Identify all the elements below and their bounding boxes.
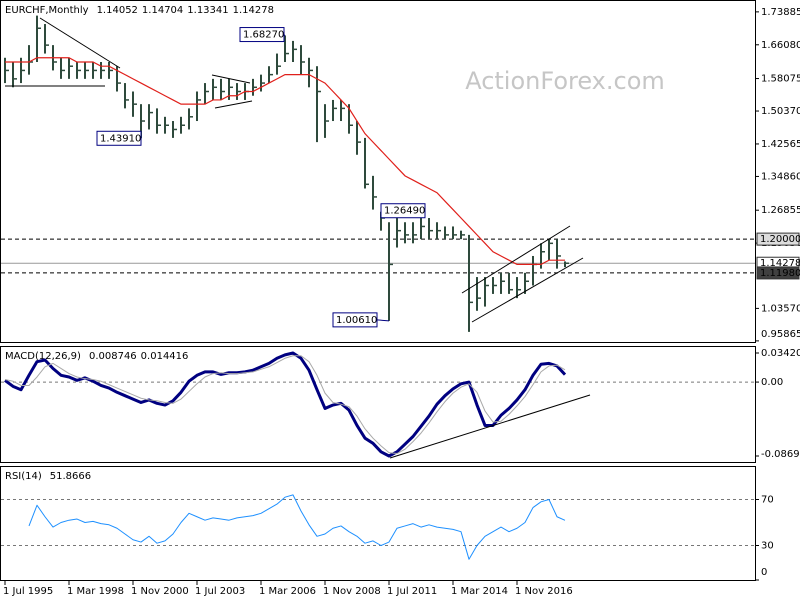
macd-pane (0, 346, 756, 463)
moving-average (5, 57, 565, 266)
annotation-box (96, 130, 142, 146)
pane-title: MACD(12,26,9) 0.008746 0.014416 (5, 351, 188, 362)
annotation-box (332, 312, 378, 328)
x-tick-label: 1 Jul 2003 (195, 586, 245, 597)
title-name: MACD(12,26,9) (5, 351, 81, 362)
x-tick-label: 1 Nov 2008 (323, 586, 381, 597)
level-label: 1.11980 (760, 268, 800, 279)
channel-line (461, 225, 571, 294)
level-label: 1.20000 (760, 234, 800, 245)
level-box (756, 232, 800, 246)
annotation-label: 1.26490 (384, 206, 425, 217)
y-tick-label: 1.26855 (761, 205, 800, 216)
pane-title: RSI(14) 51.8666 (5, 471, 91, 482)
reading: 1.14278 (233, 5, 274, 16)
reading: 1.13341 (187, 5, 228, 16)
y-tick-label: -0.086934 (761, 449, 800, 460)
reading: 1.14052 (97, 5, 138, 16)
reading: 1.14704 (142, 5, 183, 16)
reading: 0.014416 (141, 351, 189, 362)
x-tick-label: 1 Nov 2000 (131, 586, 189, 597)
annotation-pointer (376, 319, 390, 322)
y-tick-label: 1.66080 (761, 40, 800, 51)
x-tick-label: 1 Nov 2016 (515, 586, 573, 597)
y-tick-label: 1.58075 (761, 74, 800, 85)
trendline (214, 100, 253, 109)
x-tick-label: 1 Mar 2006 (259, 586, 316, 597)
annotation-box (239, 27, 285, 43)
annotation-label: 1.68270 (243, 30, 284, 41)
x-tick-label: 1 Mar 2014 (451, 586, 508, 597)
y-tick-label: 0.00 (761, 377, 783, 388)
y-tick-label: 1.34860 (761, 171, 800, 182)
channel-line (471, 257, 584, 323)
title-name: RSI(14) (5, 471, 42, 482)
y-tick-label: 30 (761, 541, 774, 552)
y-tick-label: 70 (761, 495, 774, 506)
y-tick-label: 1.03570 (761, 303, 800, 314)
x-tick-label: 1 Jul 2011 (387, 586, 437, 597)
y-tick-label: 1.50370 (761, 106, 800, 117)
pane-title: EURCHF,Monthly 1.14052 1.14704 1.13341 1.142… (5, 5, 274, 16)
annotation-label: 1.00610 (336, 315, 377, 326)
y-tick-label: 0.034203 (761, 348, 800, 359)
reading: 51.8666 (50, 471, 91, 482)
indicator-line (4, 351, 567, 458)
x-tick-label: 1 Jul 1995 (3, 586, 53, 597)
indicator-line (4, 355, 566, 455)
title-name: EURCHF,Monthly (5, 5, 89, 16)
trendline (211, 74, 251, 84)
indicator-line (28, 494, 566, 560)
level-box (756, 266, 800, 280)
y-tick-label: 1.73885 (761, 7, 800, 18)
level-label: 1.14278 (760, 258, 800, 269)
y-tick-label: 0.95865 (761, 329, 800, 340)
macd-trendline (389, 394, 591, 459)
trendline (39, 17, 121, 69)
x-tick-label: 1 Mar 1998 (67, 586, 124, 597)
price-pane (0, 0, 756, 343)
rsi-pane (0, 466, 756, 581)
trendlines (5, 17, 591, 459)
watermark: ActionForex.com (465, 67, 665, 95)
y-tick-label: 1.42565 (761, 139, 800, 150)
annotation-label: 1.43910 (100, 133, 141, 144)
annotation-box (380, 203, 426, 219)
reading: 0.008746 (89, 351, 137, 362)
y-tick-label: 0 (761, 567, 767, 578)
